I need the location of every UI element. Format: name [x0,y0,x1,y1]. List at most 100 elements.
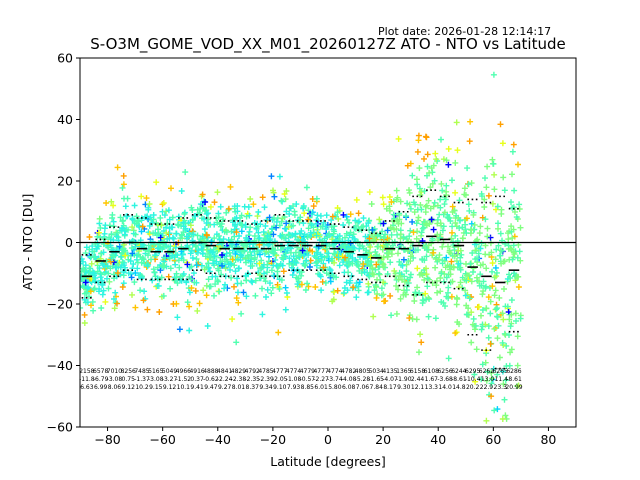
scatter-point [242,240,249,247]
scatter-point [232,250,239,257]
scatter-point [479,291,486,298]
bin-stat-label: 6.99 [94,384,108,391]
bin-stat-label: 4888 [203,368,218,375]
scatter-point [178,188,185,194]
scatter-point [472,247,479,254]
bin-stat-label: -2.24 [217,376,233,383]
scatter-point [306,264,313,270]
bin-stat-label: 4916 [189,368,204,375]
scatter-point [469,321,476,328]
scatter-point [494,305,501,312]
scatter-point [278,277,285,284]
scatter-point [501,286,507,292]
scatter-point [278,197,285,204]
scatter-point [401,246,408,253]
scatter-point [196,209,203,216]
scatter-point [376,271,383,278]
scatter-point [243,213,250,220]
scatter-point [330,273,337,280]
scatter-point [114,270,121,277]
scatter-point [439,187,446,194]
scatter-point [262,278,269,285]
scatter-point [81,311,88,318]
scatter-point [331,289,338,296]
scatter-point [273,224,280,231]
scatter-point [207,254,214,261]
scatter-point [174,252,181,259]
scatter-point [228,274,235,281]
scatter-point [80,258,86,265]
bin-stat-label: 5.80 [328,384,342,391]
scatter-point [445,289,451,296]
scatter-point [95,229,102,236]
scatter-point [255,229,262,236]
scatter-point [411,209,418,216]
scatter-point [445,161,452,168]
scatter-point [424,151,431,158]
scatter-point [491,186,498,193]
scatter-point [194,307,201,314]
scatter-point [233,339,240,346]
scatter-point [259,311,266,318]
scatter-point [445,284,452,291]
scatter-point [198,262,205,269]
scatter-point [273,218,280,225]
scatter-point [92,275,99,281]
scatter-point [462,292,469,299]
scatter-point [417,192,424,198]
scatter-point [313,232,320,239]
scatter-point [218,271,225,278]
scatter-point [456,217,463,224]
bin-stat-label: 10.1 [177,384,191,391]
scatter-point [215,261,222,268]
scatter-point [182,169,189,176]
scatter-point [304,234,311,241]
bin-stat-label: -8.61 [506,376,522,383]
scatter-point [301,210,308,217]
bin-stat-label: 10.2 [135,384,149,391]
scatter-point [489,260,496,267]
scatter-point [468,278,475,285]
y-axis-label: ATO - NTO [DU] [20,194,35,291]
bin-stat-label: 6158 [410,368,425,375]
scatter-point [231,262,238,269]
scatter-point [140,256,147,263]
scatter-point [438,136,444,143]
scatter-point [90,254,97,260]
scatter-point [427,205,434,212]
scatter-point [319,278,326,285]
scatter-point [506,332,512,338]
scatter-point [203,238,210,245]
scatter-point [166,216,173,223]
scatter-point [207,283,214,290]
scatter-point [452,159,459,166]
x-ticks: −80 −60 −40 −20 0 20 40 60 80 [94,427,556,447]
scatter-point [264,286,271,293]
scatter-point [283,290,290,296]
x-tick-label: 40 [430,432,446,447]
scatter-point [453,212,460,219]
scatter-point [470,265,477,272]
scatter-point [173,230,180,237]
scatter-point [360,223,367,230]
scatter-point [439,227,446,234]
scatter-point [473,346,480,353]
scatter-point [186,327,193,334]
bin-stat-label: 9.30 [397,384,411,391]
scatter-point [383,205,390,212]
scatter-point [459,235,466,242]
scatter-point [462,287,469,294]
scatter-point [221,285,228,292]
scatter-point [398,220,405,227]
scatter-point [415,214,422,221]
scatter-point [380,291,387,298]
scatter-point [347,229,354,236]
scatter-point [466,295,473,302]
scatter-point [233,295,240,302]
scatter-point [113,233,120,240]
scatter-point [443,182,450,189]
scatter-point [190,270,197,277]
scatter-point [268,173,275,180]
bin-stat-label: 1.67 [425,376,439,383]
scatter-point [169,214,176,221]
